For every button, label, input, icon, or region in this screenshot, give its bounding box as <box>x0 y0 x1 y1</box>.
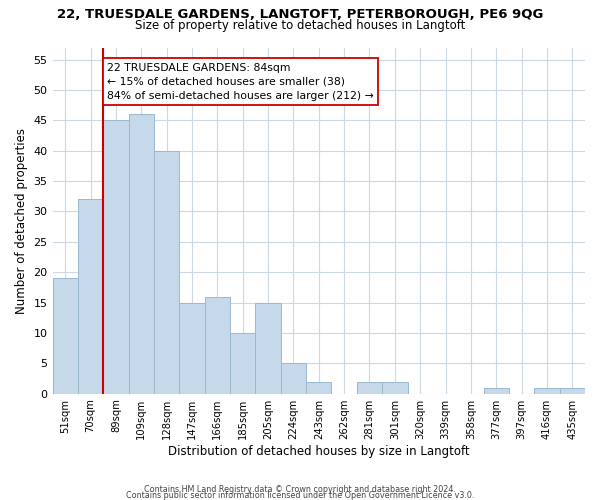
Bar <box>205 296 230 394</box>
Text: 22, TRUESDALE GARDENS, LANGTOFT, PETERBOROUGH, PE6 9QG: 22, TRUESDALE GARDENS, LANGTOFT, PETERBO… <box>57 8 543 20</box>
Text: Size of property relative to detached houses in Langtoft: Size of property relative to detached ho… <box>135 18 465 32</box>
Bar <box>382 382 407 394</box>
Bar <box>281 364 306 394</box>
Bar <box>357 382 382 394</box>
Bar <box>306 382 331 394</box>
Bar <box>534 388 560 394</box>
Bar <box>484 388 509 394</box>
Text: 22 TRUESDALE GARDENS: 84sqm
← 15% of detached houses are smaller (38)
84% of sem: 22 TRUESDALE GARDENS: 84sqm ← 15% of det… <box>107 62 374 100</box>
Bar <box>560 388 585 394</box>
Bar <box>230 333 256 394</box>
Text: Contains public sector information licensed under the Open Government Licence v3: Contains public sector information licen… <box>126 490 474 500</box>
Text: Contains HM Land Registry data © Crown copyright and database right 2024.: Contains HM Land Registry data © Crown c… <box>144 484 456 494</box>
Bar <box>154 151 179 394</box>
Y-axis label: Number of detached properties: Number of detached properties <box>15 128 28 314</box>
Bar <box>103 120 128 394</box>
Bar <box>53 278 78 394</box>
Bar <box>78 200 103 394</box>
Bar <box>256 302 281 394</box>
Bar <box>128 114 154 394</box>
X-axis label: Distribution of detached houses by size in Langtoft: Distribution of detached houses by size … <box>168 444 470 458</box>
Bar <box>179 302 205 394</box>
